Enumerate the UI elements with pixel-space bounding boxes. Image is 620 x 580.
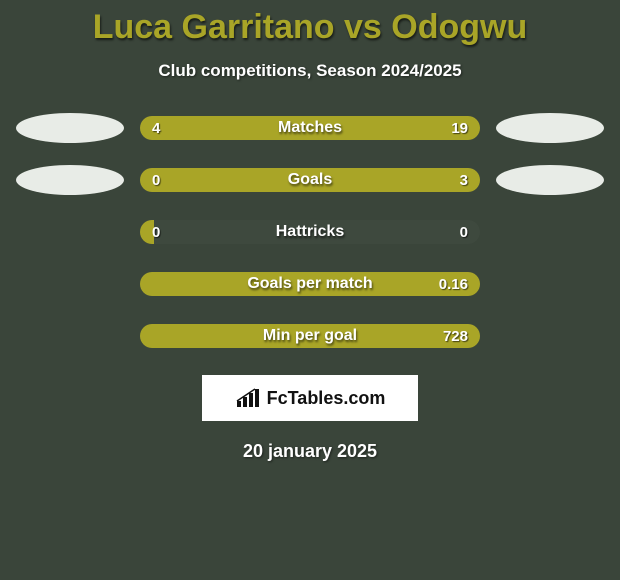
stat-label: Min per goal [140, 324, 480, 348]
player-ellipse-right [496, 165, 604, 195]
stat-label: Hattricks [140, 220, 480, 244]
stat-label: Goals per match [140, 272, 480, 296]
page-title: Luca Garritano vs Odogwu [0, 0, 620, 47]
brand-text: FcTables.com [267, 388, 386, 409]
ellipse-spacer [496, 217, 604, 247]
stat-label: Goals [140, 168, 480, 192]
stat-value-right: 0.16 [439, 272, 468, 296]
stat-value-right: 19 [451, 116, 468, 140]
stat-value-right: 0 [460, 220, 468, 244]
stat-bar-mpg: Min per goal 728 [140, 324, 480, 348]
stat-bar-gpm: Goals per match 0.16 [140, 272, 480, 296]
brand-box[interactable]: FcTables.com [202, 375, 418, 421]
page-subtitle: Club competitions, Season 2024/2025 [0, 61, 620, 81]
player-ellipse-left [16, 113, 124, 143]
stat-bar-matches: 4 Matches 19 [140, 116, 480, 140]
bar-chart-icon [235, 387, 261, 409]
ellipse-spacer [496, 269, 604, 299]
ellipse-spacer [16, 321, 124, 351]
stat-bar-goals: 0 Goals 3 [140, 168, 480, 192]
stat-row: 0 Goals 3 [0, 165, 620, 195]
player-ellipse-left [16, 165, 124, 195]
stat-value-right: 3 [460, 168, 468, 192]
comparison-bars: 4 Matches 19 0 Goals 3 0 Hattricks 0 [0, 113, 620, 351]
stat-row: Min per goal 728 [0, 321, 620, 351]
ellipse-spacer [16, 217, 124, 247]
ellipse-spacer [16, 269, 124, 299]
stat-bar-hattricks: 0 Hattricks 0 [140, 220, 480, 244]
stat-label: Matches [140, 116, 480, 140]
stat-row: 4 Matches 19 [0, 113, 620, 143]
snapshot-date: 20 january 2025 [0, 441, 620, 462]
ellipse-spacer [496, 321, 604, 351]
player-ellipse-right [496, 113, 604, 143]
stat-row: 0 Hattricks 0 [0, 217, 620, 247]
stat-row: Goals per match 0.16 [0, 269, 620, 299]
stat-value-right: 728 [443, 324, 468, 348]
